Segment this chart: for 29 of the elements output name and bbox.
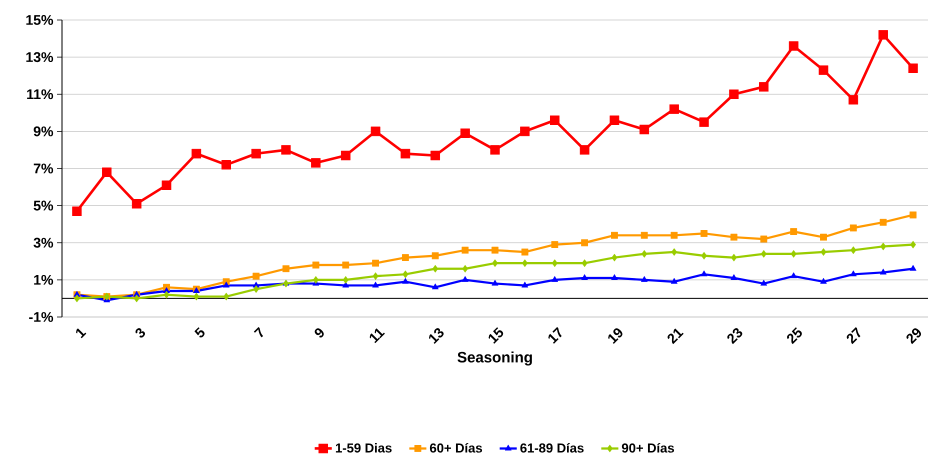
- y-tick-label: 15%: [26, 15, 54, 25]
- x-tick-label: 15: [488, 327, 504, 344]
- x-tick-label: 21: [668, 328, 684, 344]
- x-tick-label: 27: [846, 327, 860, 344]
- legend-label: 1-59 Dias: [336, 443, 392, 453]
- x-tick-label: 3: [136, 328, 146, 338]
- x-axis-title: Seasoning: [458, 352, 532, 366]
- y-tick-label: 11%: [27, 89, 54, 100]
- x-tick-label: 11: [370, 328, 385, 344]
- legend-label: 90+ Días: [622, 442, 674, 453]
- x-tick-label: 19: [608, 328, 622, 344]
- x-tick-label: 5: [194, 327, 205, 338]
- x-tick-label: 17: [548, 326, 562, 344]
- x-tick-label: 9: [314, 328, 324, 338]
- legend-label: 60+ Días: [430, 442, 482, 453]
- y-tick-label: 9%: [34, 126, 54, 136]
- legend-label: 61-89 Días: [520, 442, 584, 453]
- y-tick-label: 3%: [34, 238, 54, 248]
- y-tick-label: 5%: [34, 200, 54, 211]
- y-tick-label: 1%: [34, 274, 54, 285]
- x-tick-label: 25: [787, 327, 802, 344]
- y-tick-label: -1%: [29, 312, 54, 322]
- y-tick-label: 7%: [34, 164, 54, 174]
- x-tick-label: 13: [428, 328, 444, 344]
- x-tick-label: 7: [254, 326, 264, 338]
- x-tick-label: 29: [906, 328, 922, 344]
- x-tick-label: 1: [76, 328, 86, 338]
- y-tick-label: 13%: [26, 52, 54, 62]
- x-tick-label: 23: [727, 328, 742, 344]
